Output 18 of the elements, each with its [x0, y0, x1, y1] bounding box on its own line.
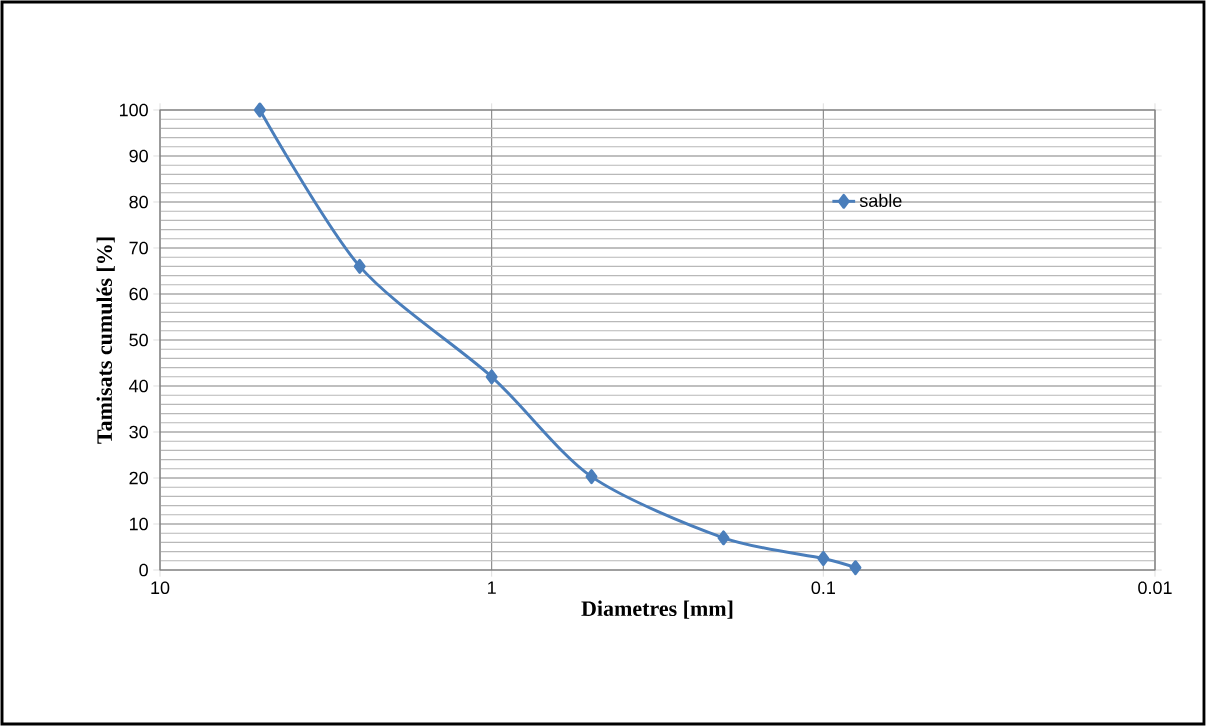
y-tick-label: 0	[139, 563, 148, 577]
x-tick-label: 0.1	[811, 581, 835, 595]
y-tick-label: 30	[129, 425, 148, 439]
y-tick-label: 80	[129, 195, 148, 209]
y-tick-label: 40	[129, 379, 148, 393]
x-axis-title: Diametres [mm]	[581, 600, 733, 619]
y-tick-label: 20	[129, 471, 148, 485]
y-tick-label: 10	[129, 517, 148, 531]
y-tick-label: 60	[129, 287, 148, 301]
y-tick-label: 90	[129, 149, 148, 163]
y-tick-label: 100	[119, 103, 148, 117]
y-tick-label: 50	[129, 333, 148, 347]
y-tick-label: 70	[129, 241, 148, 255]
x-tick-label: 0.01	[1138, 581, 1172, 595]
x-tick-label: 1	[488, 581, 496, 594]
x-tick-label: 10	[151, 581, 170, 595]
legend-label: sable	[859, 193, 902, 208]
y-axis-title: Tamisats cumulés [%]	[96, 237, 115, 444]
